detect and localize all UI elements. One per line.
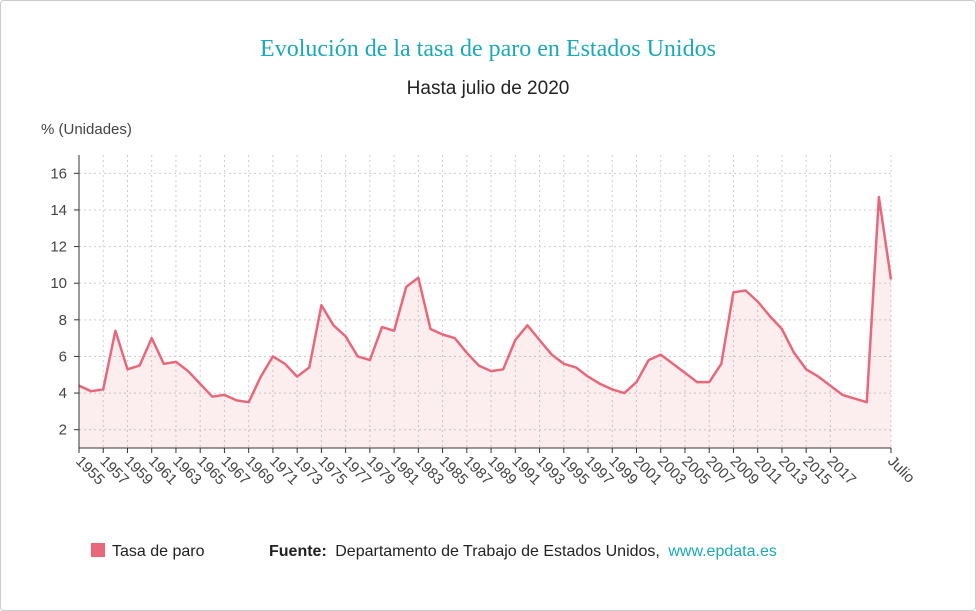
- source-link[interactable]: www.epdata.es: [667, 543, 777, 560]
- x-tick-label: Julio: [884, 453, 918, 487]
- chart-subtitle: Hasta julio de 2020: [407, 78, 570, 99]
- y-tick-label: 16: [50, 165, 67, 182]
- y-tick-label: 10: [50, 275, 67, 292]
- chart-title: Evolución de la tasa de paro en Estados …: [260, 36, 716, 62]
- source: Fuente: Departamento de Trabajo de Estad…: [269, 543, 777, 560]
- y-tick-label: 8: [59, 312, 67, 329]
- line: [78, 195, 893, 404]
- source-label: Fuente:: [269, 543, 327, 560]
- y-axis-label: % (Unidades): [41, 121, 132, 138]
- legend: Tasa de paro: [91, 543, 205, 560]
- legend-swatch: [91, 543, 105, 557]
- legend-label: Tasa de paro: [112, 543, 205, 560]
- area: [79, 197, 891, 448]
- y-tick-label: 6: [59, 348, 67, 365]
- y-tick-label: 12: [50, 239, 67, 256]
- y-tick-label: 2: [59, 422, 67, 439]
- source-text: Departamento de Trabajo de Estados Unido…: [335, 543, 660, 560]
- y-tick-label: 4: [59, 385, 67, 402]
- y-tick-label: 14: [50, 202, 67, 219]
